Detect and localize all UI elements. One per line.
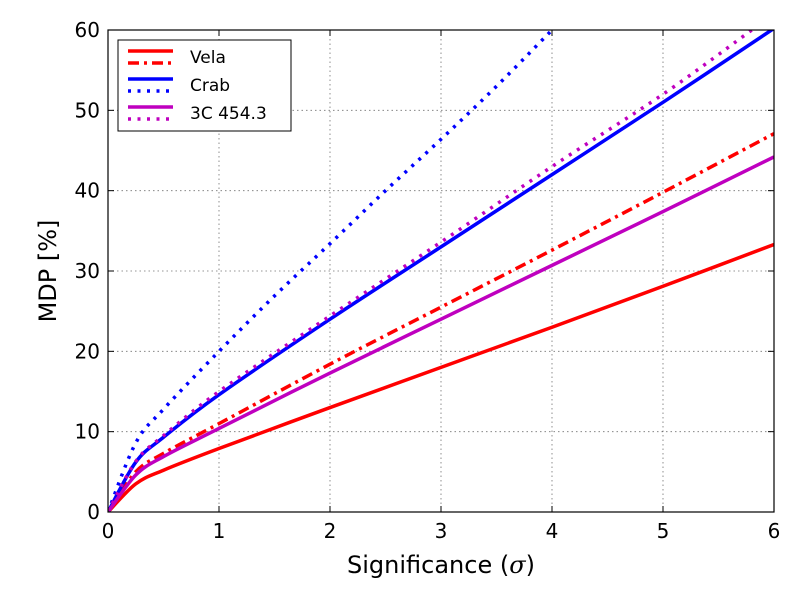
legend-label-vela: Vela: [190, 48, 226, 68]
series-line-vela-solid: [108, 242, 774, 512]
legend: Vela Crab 3C 454.3: [117, 39, 292, 132]
series-line-crab-dotted: [108, 30, 554, 512]
x-tick-label: 0: [102, 519, 115, 543]
y-tick-label: 0: [87, 500, 100, 524]
y-tick-label: 60: [75, 18, 100, 42]
x-tick-label: 5: [657, 519, 670, 543]
series-line-crab-solid: [108, 30, 774, 512]
grid: [108, 30, 774, 512]
x-axis-label: Significance (σ): [347, 551, 535, 579]
series-line-vela-dash-dot: [108, 132, 774, 512]
x-tick-label: 1: [213, 519, 226, 543]
y-tick-label: 50: [75, 98, 100, 122]
x-tick-label: 2: [324, 519, 337, 543]
y-tick-label: 40: [75, 179, 100, 203]
y-axis-label: MDP [%]: [34, 220, 62, 323]
series-lines: [108, 30, 774, 512]
x-tick-label: 3: [435, 519, 448, 543]
y-tick-label: 10: [75, 420, 100, 444]
legend-label-3c-454-3: 3C 454.3: [190, 104, 267, 124]
x-tick-label: 4: [546, 519, 559, 543]
legend-box: [117, 39, 292, 132]
y-tick-label: 20: [75, 339, 100, 363]
y-tick-label: 30: [75, 259, 100, 283]
series-line-3c-454-3-solid: [108, 155, 774, 512]
x-tick-label: 6: [768, 519, 781, 543]
legend-label-crab: Crab: [190, 76, 230, 96]
